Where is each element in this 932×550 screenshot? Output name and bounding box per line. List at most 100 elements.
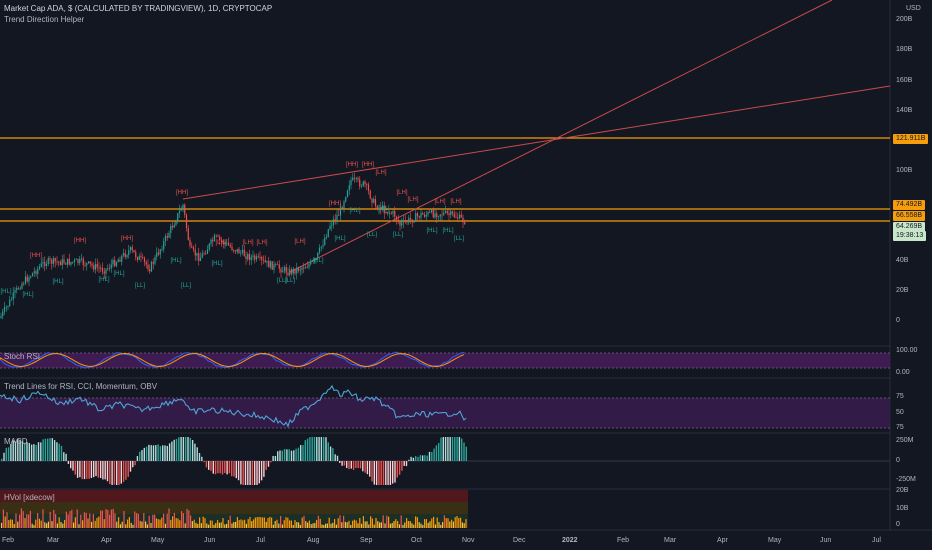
macd-bar	[168, 443, 171, 461]
candle-body	[231, 246, 233, 250]
candle-body	[448, 213, 450, 215]
hvol-bar	[103, 519, 105, 528]
hvol-bar	[128, 517, 130, 528]
hvol-bar	[229, 515, 231, 528]
candle-body	[58, 261, 60, 263]
hvol-bar	[325, 523, 327, 528]
macd-bar	[214, 461, 217, 475]
hvol-bar	[152, 514, 154, 528]
hvol-bar	[240, 519, 242, 528]
macd-bar	[134, 461, 136, 466]
macd-bar	[148, 444, 150, 461]
hvol-bar	[463, 523, 465, 528]
candle-body	[157, 252, 160, 255]
candle-body	[381, 205, 384, 210]
macd-bar	[14, 441, 17, 461]
candle-body	[430, 210, 433, 213]
hvol-bar	[262, 517, 264, 528]
macd-bar	[417, 456, 419, 461]
candle-body	[212, 239, 214, 242]
hvol-bar	[413, 524, 415, 528]
macd-bar	[267, 461, 270, 467]
macd-bar	[162, 445, 164, 461]
hvol-bar	[20, 508, 22, 528]
candle-body	[2, 311, 4, 317]
candle-body	[273, 264, 275, 270]
hvol-bar	[200, 523, 202, 528]
time-tick: Feb	[617, 537, 630, 544]
hvol-bar	[314, 522, 316, 528]
candle-body	[376, 205, 378, 210]
candle-body	[100, 267, 102, 269]
stoch-tick: 100.00	[896, 347, 918, 354]
macd-bar	[47, 438, 49, 461]
pivot-label: [HL]	[312, 258, 323, 264]
candle-body	[310, 260, 312, 265]
hvol-bar	[339, 515, 341, 528]
macd-bar	[125, 461, 127, 480]
hvol-bar	[285, 517, 287, 528]
macd-bar	[279, 450, 281, 461]
candle-body	[458, 214, 461, 219]
candle-body	[128, 250, 130, 256]
candle-body	[72, 261, 74, 263]
candle-body	[124, 253, 126, 258]
candle-body	[420, 213, 422, 218]
hvol-bar	[197, 524, 199, 528]
hvol-bar	[118, 517, 120, 528]
hvol-bar	[82, 520, 84, 528]
hvol-tick: 20B	[896, 487, 909, 494]
hvol-bar	[56, 523, 58, 528]
pivot-label: [LH]	[450, 199, 461, 205]
hvol-bar	[60, 521, 62, 528]
candle-body	[397, 219, 399, 222]
hvol-bar	[440, 524, 442, 528]
macd-bar	[111, 461, 113, 485]
candle-body	[101, 267, 104, 272]
time-tick: Apr	[101, 537, 112, 544]
candle-body	[362, 181, 364, 186]
macd-bar	[70, 461, 72, 469]
macd-bar	[132, 461, 134, 468]
hvol-bar	[238, 520, 240, 528]
candle-body	[51, 259, 53, 264]
candle-body	[52, 258, 55, 264]
macd-bar	[346, 461, 348, 469]
candle-body	[268, 260, 270, 268]
candle-body	[271, 261, 273, 270]
pivot-label: [LL]	[454, 236, 464, 242]
hvol-bar	[220, 522, 222, 528]
candle-body	[297, 267, 300, 271]
macd-bar	[263, 461, 265, 477]
hvol-bar	[254, 517, 256, 528]
hvol-bar	[326, 523, 328, 528]
candle-body	[47, 258, 49, 264]
candle-body	[14, 290, 16, 293]
macd-tick: 0	[896, 457, 900, 464]
macd-bar	[88, 461, 90, 479]
candle-body	[343, 201, 345, 209]
candle-body	[374, 199, 377, 206]
candle-body	[366, 184, 368, 185]
hvol-bar	[8, 520, 10, 528]
macd-bar	[21, 440, 24, 461]
hvol-bar	[47, 521, 49, 528]
hvol-band-high	[0, 490, 468, 502]
hvol-bar	[13, 524, 15, 528]
time-tick: Apr	[717, 537, 728, 544]
macd-bar	[189, 437, 191, 461]
hvol-bar	[272, 524, 274, 528]
macd-bar	[19, 439, 21, 461]
hvol-bar	[364, 521, 366, 528]
candle-body	[411, 219, 413, 223]
macd-bar	[178, 437, 180, 461]
hvol-bar	[114, 513, 116, 528]
macd-bar	[297, 447, 300, 461]
macd-bar	[270, 461, 272, 463]
candle-body	[63, 259, 65, 264]
hvol-bar	[323, 524, 325, 528]
hvol-bar	[222, 518, 224, 528]
hvol-bar	[96, 517, 98, 528]
candle-body	[434, 213, 436, 218]
